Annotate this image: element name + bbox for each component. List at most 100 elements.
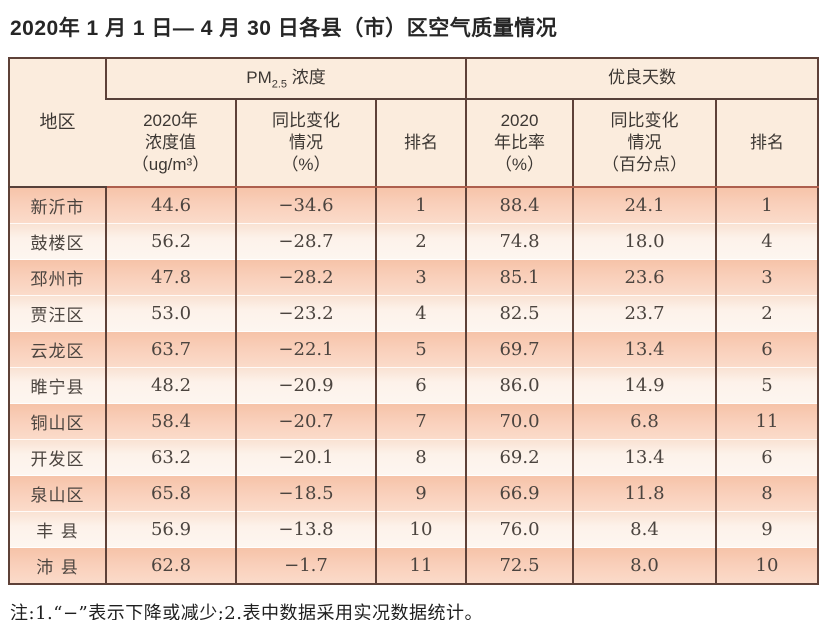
gd-ratio-cell: 70.0 <box>465 403 573 440</box>
pm-rank-cell: 8 <box>375 439 466 476</box>
pm-value-cell: 44.6 <box>105 186 236 224</box>
gd-rank-cell: 3 <box>715 259 818 296</box>
gd-change-cell: 6.8 <box>572 403 716 440</box>
gd-change-cell: 23.6 <box>572 259 716 296</box>
gd-rank-cell: 2 <box>715 295 818 332</box>
pm-change-cell: −20.9 <box>235 367 376 404</box>
col-header-gd-ratio: 2020 年比率 （%） <box>465 99 573 188</box>
pm-rank-cell: 7 <box>375 403 466 440</box>
gd-rank-cell: 5 <box>715 367 818 404</box>
gd-rank-cell: 4 <box>715 223 818 260</box>
pm-change-cell: −23.2 <box>235 295 376 332</box>
gd-rank-cell: 1 <box>715 186 818 224</box>
gd-ratio-cell: 66.9 <box>465 475 573 512</box>
pm-rank-cell: 11 <box>375 547 466 584</box>
pm-rank-cell: 6 <box>375 367 466 404</box>
gd-change-cell: 24.1 <box>572 186 716 224</box>
gd-ratio-cell: 86.0 <box>465 367 573 404</box>
region-cell: 新沂市 <box>9 186 106 224</box>
group-header-pm25: PM2.5 浓度 <box>105 58 466 100</box>
pm25-label-subscript: 2.5 <box>271 78 288 91</box>
gd-change-cell: 8.4 <box>572 511 716 548</box>
table-row: 沛 县 62.8 −1.7 11 72.5 8.0 10 <box>9 547 818 584</box>
table-header: 地区 PM2.5 浓度 优良天数 2020年 浓度值 （ug/m³） 同比变化 … <box>9 58 818 188</box>
gd-ratio-cell: 69.2 <box>465 439 573 476</box>
gd-ratio-cell: 76.0 <box>465 511 573 548</box>
gd-ratio-cell: 88.4 <box>465 186 573 224</box>
gd-change-cell: 18.0 <box>572 223 716 260</box>
pm-rank-cell: 1 <box>375 186 466 224</box>
col-header-region: 地区 <box>9 58 106 188</box>
air-quality-table: 地区 PM2.5 浓度 优良天数 2020年 浓度值 （ug/m³） 同比变化 … <box>8 57 819 585</box>
pm-value-cell: 65.8 <box>105 475 236 512</box>
region-cell: 鼓楼区 <box>9 223 106 260</box>
pm-change-cell: −1.7 <box>235 547 376 584</box>
page-title: 2020年 1 月 1 日— 4 月 30 日各县（市）区空气质量情况 <box>10 17 558 40</box>
table-row: 鼓楼区 56.2 −28.7 2 74.8 18.0 4 <box>9 223 818 260</box>
region-cell: 沛 县 <box>9 547 106 584</box>
pm-value-cell: 56.9 <box>105 511 236 548</box>
region-cell: 云龙区 <box>9 331 106 368</box>
pm-change-cell: −28.2 <box>235 259 376 296</box>
pm-value-cell: 62.8 <box>105 547 236 584</box>
sub-header-row: 2020年 浓度值 （ug/m³） 同比变化 情况 （%） 排名 2020 年比… <box>9 99 818 188</box>
region-cell: 铜山区 <box>9 403 106 440</box>
gd-change-cell: 13.4 <box>572 331 716 368</box>
table-row: 泉山区 65.8 −18.5 9 66.9 11.8 8 <box>9 475 818 512</box>
gd-rank-cell: 11 <box>715 403 818 440</box>
gd-change-cell: 14.9 <box>572 367 716 404</box>
pm-change-cell: −20.7 <box>235 403 376 440</box>
gd-change-cell: 23.7 <box>572 295 716 332</box>
table-row: 云龙区 63.7 −22.1 5 69.7 13.4 6 <box>9 331 818 368</box>
region-cell: 开发区 <box>9 439 106 476</box>
pm-value-cell: 56.2 <box>105 223 236 260</box>
group-header-row: 地区 PM2.5 浓度 优良天数 <box>9 58 818 188</box>
pm-change-cell: −22.1 <box>235 331 376 368</box>
pm-value-cell: 58.4 <box>105 403 236 440</box>
gd-rank-cell: 6 <box>715 439 818 476</box>
col-header-pm-rank: 排名 <box>375 99 466 188</box>
pm-change-cell: −18.5 <box>235 475 376 512</box>
gd-ratio-cell: 74.8 <box>465 223 573 260</box>
gd-change-cell: 11.8 <box>572 475 716 512</box>
gd-change-cell: 13.4 <box>572 439 716 476</box>
gd-change-cell: 8.0 <box>572 547 716 584</box>
col-header-gd-rank: 排名 <box>715 99 818 188</box>
pm-value-cell: 63.2 <box>105 439 236 476</box>
pm-value-cell: 53.0 <box>105 295 236 332</box>
gd-ratio-cell: 85.1 <box>465 259 573 296</box>
pm25-label-suffix: 浓度 <box>287 68 326 88</box>
pm-change-cell: −34.6 <box>235 186 376 224</box>
pm-rank-cell: 2 <box>375 223 466 260</box>
table-row: 铜山区 58.4 −20.7 7 70.0 6.8 11 <box>9 403 818 440</box>
table-row: 贾汪区 53.0 −23.2 4 82.5 23.7 2 <box>9 295 818 332</box>
pm-value-cell: 47.8 <box>105 259 236 296</box>
pm-change-cell: −13.8 <box>235 511 376 548</box>
gd-rank-cell: 10 <box>715 547 818 584</box>
pm-value-cell: 63.7 <box>105 331 236 368</box>
table-row: 睢宁县 48.2 −20.9 6 86.0 14.9 5 <box>9 367 818 404</box>
gd-ratio-cell: 72.5 <box>465 547 573 584</box>
pm-change-cell: −20.1 <box>235 439 376 476</box>
pm-rank-cell: 3 <box>375 259 466 296</box>
table-row: 丰 县 56.9 −13.8 10 76.0 8.4 9 <box>9 511 818 548</box>
region-cell: 邳州市 <box>9 259 106 296</box>
pm-value-cell: 48.2 <box>105 367 236 404</box>
region-cell: 泉山区 <box>9 475 106 512</box>
table-body: 新沂市 44.6 −34.6 1 88.4 24.1 1 鼓楼区 56.2 −28.7 2 74.8 1… <box>9 186 818 584</box>
region-cell: 贾汪区 <box>9 295 106 332</box>
pm-rank-cell: 9 <box>375 475 466 512</box>
gd-rank-cell: 8 <box>715 475 818 512</box>
group-header-good-days: 优良天数 <box>465 58 818 100</box>
pm-rank-cell: 4 <box>375 295 466 332</box>
pm-rank-cell: 5 <box>375 331 466 368</box>
gd-rank-cell: 9 <box>715 511 818 548</box>
col-header-pm-change: 同比变化 情况 （%） <box>235 99 376 188</box>
col-header-pm-value: 2020年 浓度值 （ug/m³） <box>106 99 236 188</box>
region-cell: 丰 县 <box>9 511 106 548</box>
table-row: 邳州市 47.8 −28.2 3 85.1 23.6 3 <box>9 259 818 296</box>
pm-rank-cell: 10 <box>375 511 466 548</box>
col-header-gd-change: 同比变化 情况 （百分点） <box>572 99 716 188</box>
table-row: 新沂市 44.6 −34.6 1 88.4 24.1 1 <box>9 186 818 224</box>
